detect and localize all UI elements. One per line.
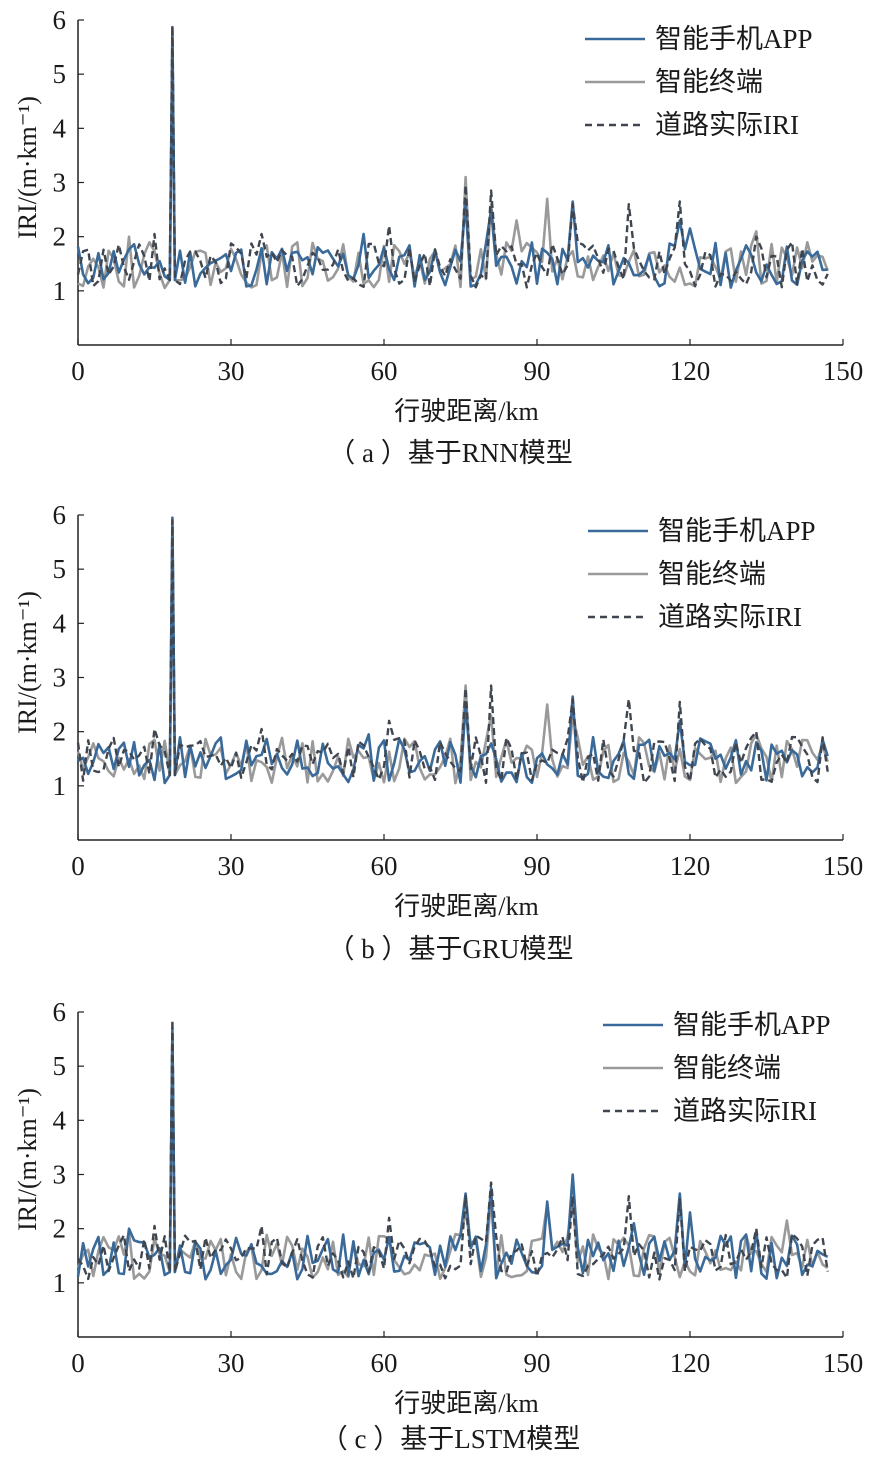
x-tick-label: 90 [524,1348,551,1378]
x-axis-label: 行驶距离/km [394,1389,538,1418]
y-tick-label: 1 [53,1268,67,1298]
y-tick-label: 3 [53,663,67,693]
x-tick-label: 0 [71,1348,85,1378]
series-line-terminal [76,524,829,785]
legend-app-label: 智能手机APP [655,24,813,54]
legend-actual-label: 道路实际IRI [658,602,802,632]
chart-caption: （ c ）基于LSTM模型 [321,1424,581,1454]
series-line-app [76,1027,829,1281]
x-tick-label: 120 [670,1348,711,1378]
x-tick-label: 150 [823,356,864,386]
y-tick-label: 6 [53,5,67,35]
x-tick-label: 150 [823,851,864,881]
x-tick-label: 120 [670,356,711,386]
legend-terminal-label: 智能终端 [658,559,766,589]
y-axis-label: IRI/(m·km⁻¹) [13,591,42,734]
series-line-actual [77,1018,829,1281]
x-tick-label: 30 [218,356,245,386]
y-tick-label: 4 [53,608,67,638]
legend-terminal-label: 智能终端 [673,1053,781,1083]
y-tick-label: 4 [53,113,67,143]
chart-caption: （ b ）基于GRU模型 [327,934,573,964]
x-tick-label: 60 [371,356,398,386]
series-line-app [77,516,829,785]
y-tick-label: 6 [53,997,67,1027]
x-tick-label: 0 [71,356,85,386]
y-tick-label: 5 [53,1051,67,1081]
y-tick-label: 2 [53,222,67,252]
x-tick-label: 60 [371,851,398,881]
y-axis-label: IRI/(m·km⁻¹) [13,1088,42,1231]
x-tick-label: 120 [670,851,711,881]
y-tick-label: 3 [53,168,67,198]
legend-app-label: 智能手机APP [673,1010,831,1040]
x-tick-label: 90 [524,356,551,386]
y-tick-label: 1 [53,771,67,801]
x-tick-label: 30 [218,1348,245,1378]
x-tick-label: 30 [218,851,245,881]
legend-app-label: 智能手机APP [658,516,816,546]
legend-actual-label: 道路实际IRI [673,1096,817,1126]
x-axis-label: 行驶距离/km [394,892,538,921]
x-tick-label: 0 [71,851,85,881]
y-tick-label: 1 [53,276,67,306]
y-tick-label: 4 [53,1105,67,1135]
x-axis-label: 行驶距离/km [394,397,538,426]
legend-terminal-label: 智能终端 [655,67,763,97]
y-tick-label: 2 [53,717,67,747]
y-tick-label: 2 [53,1214,67,1244]
chart-caption: （ a ）基于RNN模型 [328,438,573,468]
y-axis-label: IRI/(m·km⁻¹) [13,96,42,239]
y-tick-label: 6 [53,500,67,530]
y-tick-label: 3 [53,1160,67,1190]
series-line-actual [76,24,829,289]
y-tick-label: 5 [53,59,67,89]
x-tick-label: 60 [371,1348,398,1378]
legend-actual-label: 道路实际IRI [655,110,799,140]
series-line-actual [76,519,829,784]
x-tick-label: 150 [823,1348,864,1378]
y-tick-label: 5 [53,554,67,584]
x-tick-label: 90 [524,851,551,881]
